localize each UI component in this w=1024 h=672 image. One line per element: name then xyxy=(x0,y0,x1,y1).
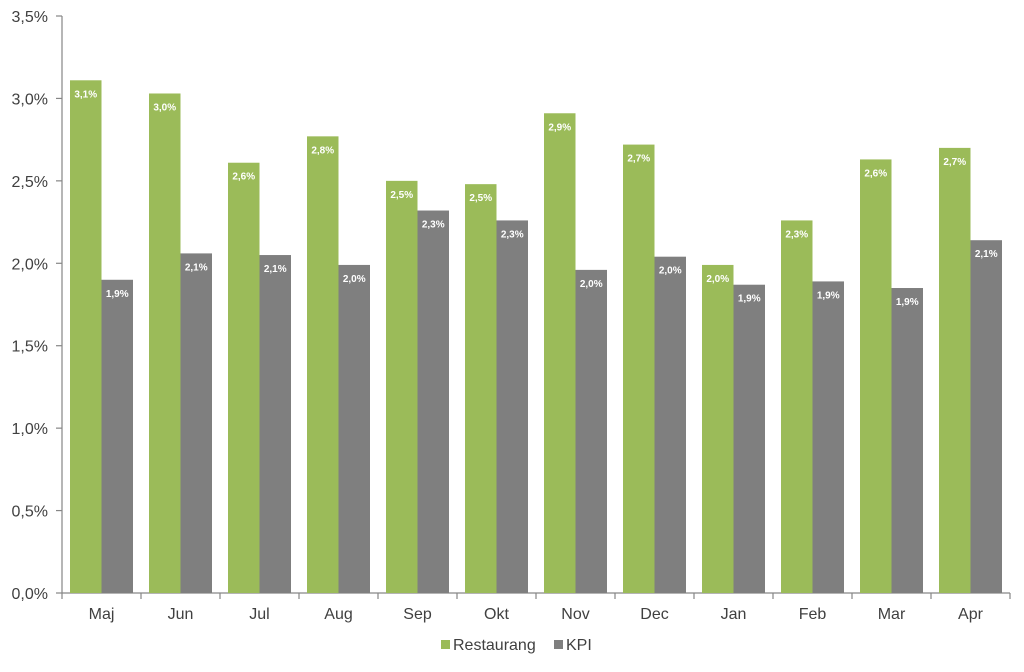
data-label: 3,1% xyxy=(74,89,97,100)
legend: Restaurang KPI xyxy=(441,637,592,654)
data-label: 2,5% xyxy=(390,190,413,201)
data-label: 2,0% xyxy=(659,266,682,277)
x-category-label: Mar xyxy=(878,606,906,623)
data-label: 2,0% xyxy=(580,279,603,290)
x-category-label: Nov xyxy=(561,606,589,623)
bar-kpi xyxy=(891,288,923,593)
bar-kpi xyxy=(496,220,528,593)
data-label: 2,1% xyxy=(975,249,998,260)
legend-label-restaurang: Restaurang xyxy=(453,637,536,654)
y-tick-label: 3,5% xyxy=(12,9,48,26)
data-label: 2,3% xyxy=(785,229,808,240)
bar-restaurang xyxy=(544,113,576,593)
x-category-label: Jun xyxy=(168,606,194,623)
bar-kpi xyxy=(733,284,765,593)
bar-kpi xyxy=(970,240,1002,593)
bar-restaurang xyxy=(149,93,181,594)
data-label: 2,0% xyxy=(706,274,729,285)
bar-kpi xyxy=(654,256,686,593)
y-tick-label: 2,5% xyxy=(12,174,48,191)
legend-swatch-restaurang xyxy=(441,640,450,649)
y-tick-label: 1,0% xyxy=(12,421,48,438)
bar-restaurang xyxy=(70,80,102,593)
data-label: 2,7% xyxy=(943,157,966,168)
bar-kpi xyxy=(575,269,607,593)
bar-restaurang xyxy=(781,220,813,593)
legend-swatch-kpi xyxy=(554,640,563,649)
x-category-label: Aug xyxy=(324,606,352,623)
data-label: 2,1% xyxy=(185,262,208,273)
data-label: 2,6% xyxy=(864,168,887,179)
legend-label-kpi: KPI xyxy=(566,637,592,654)
bar-kpi xyxy=(101,279,133,593)
bar-restaurang xyxy=(307,136,339,594)
data-label: 1,9% xyxy=(817,290,840,301)
data-label: 3,0% xyxy=(153,102,176,113)
y-tick-label: 2,0% xyxy=(12,256,48,273)
bar-series xyxy=(70,80,1002,594)
x-category-label: Okt xyxy=(484,606,509,623)
bar-restaurang xyxy=(386,180,418,593)
bar-restaurang xyxy=(465,184,497,593)
data-label: 2,3% xyxy=(501,229,524,240)
x-category-label: Jan xyxy=(721,606,747,623)
bar-restaurang xyxy=(228,162,260,594)
bar-restaurang xyxy=(939,147,971,593)
data-label: 2,6% xyxy=(232,172,255,183)
x-category-label: Feb xyxy=(799,606,827,623)
x-category-label: Dec xyxy=(640,606,668,623)
data-label: 2,3% xyxy=(422,220,445,231)
y-tick-label: 0,0% xyxy=(12,586,48,603)
data-label: 2,8% xyxy=(311,145,334,156)
data-label: 1,9% xyxy=(106,289,129,300)
data-label: 2,5% xyxy=(469,193,492,204)
bar-restaurang xyxy=(623,144,655,594)
x-category-label: Sep xyxy=(403,606,432,623)
x-category-label: Jul xyxy=(249,606,269,623)
bar-kpi xyxy=(812,281,844,593)
bar-kpi xyxy=(180,253,212,593)
bar-kpi xyxy=(417,210,449,593)
x-category-label: Maj xyxy=(89,606,115,623)
bar-kpi xyxy=(259,255,291,594)
data-label: 2,9% xyxy=(548,122,571,133)
y-tick-label: 3,0% xyxy=(12,91,48,108)
data-label: 1,9% xyxy=(896,297,919,308)
data-label: 1,9% xyxy=(738,294,761,305)
y-axis: 0,0% 0,5% 1,0% 1,5% 2,0% 2,5% 3,0% 3,5% xyxy=(12,9,63,603)
y-tick-label: 0,5% xyxy=(12,504,48,521)
data-labels: 3,1% 1,9% 3,0% 2,1% 2,6% 2,1% 2,8% 2,0% 2,5% 2,3%… xyxy=(74,89,997,308)
data-label: 2,7% xyxy=(627,154,650,165)
bar-kpi xyxy=(338,264,370,593)
y-tick-label: 1,5% xyxy=(12,339,48,356)
bar-restaurang xyxy=(860,159,892,593)
x-category-label: Apr xyxy=(958,606,984,623)
data-label: 2,1% xyxy=(264,264,287,275)
bar-restaurang xyxy=(702,264,734,593)
data-label: 2,0% xyxy=(343,274,366,285)
x-axis: Maj Jun Jul Aug Sep Okt Nov Dec Jan Feb Mar Apr xyxy=(61,592,1011,623)
